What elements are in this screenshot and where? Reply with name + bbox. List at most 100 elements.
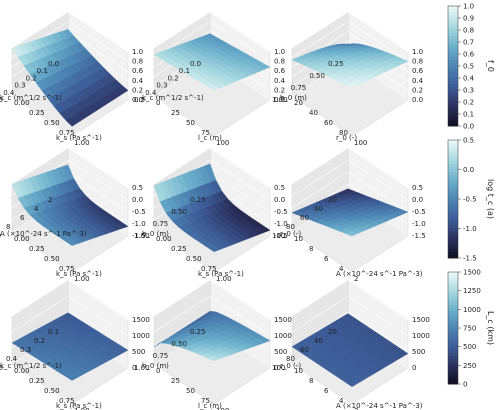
y-tick-label: 0.75 (153, 352, 169, 360)
x-tick-label: 0.00 (14, 99, 30, 107)
colorbar-segment (448, 90, 458, 94)
x-tick-label: 50 (186, 387, 195, 395)
z-tick-label: 0.6 (132, 67, 144, 75)
colorbar-tick-label: 0.3 (463, 87, 474, 95)
x-axis-label: l_c (m) (198, 402, 222, 410)
x-tick-label: 100 (216, 407, 229, 410)
colorbar-tick-label: 0.0 (463, 123, 474, 131)
grid-line (11, 279, 69, 317)
x-tick-label: 0.00 (156, 235, 172, 243)
colorbar-segment (448, 45, 458, 49)
z-tick-label: -1.0 (274, 220, 288, 228)
colorbar-segment (448, 181, 458, 185)
z-tick-label: 1500 (412, 316, 430, 324)
z-tick-label: 0.0 (274, 196, 285, 204)
colorbar-segment (448, 297, 458, 301)
y-tick-label: 0.0 (48, 60, 59, 68)
colorbar-segment (448, 372, 458, 377)
y-tick-label: 0.0 (190, 60, 201, 68)
colorbar-segment (448, 15, 458, 19)
colorbar-segment (448, 210, 458, 215)
y-tick-label: 80 (286, 355, 295, 363)
grid-line (11, 147, 69, 185)
grid-line (291, 21, 349, 58)
colorbar-segment (448, 187, 458, 191)
x-tick-label: 60 (324, 119, 333, 127)
colorbar-segment (448, 222, 458, 227)
colorbar-segment (448, 178, 458, 182)
colorbar-tick-label: 0.9 (463, 15, 474, 23)
colorbar-tick-label: 0.0 (463, 166, 474, 174)
z-tick-label: 0.0 (132, 196, 143, 204)
y-tick-label: 0.5 (134, 96, 145, 104)
colorbar-segment (448, 27, 458, 31)
y-tick-label: 0.2 (26, 74, 37, 82)
colorbar-segment (448, 364, 458, 368)
z-tick-label: 0.2 (412, 86, 423, 94)
colorbar-segment (448, 81, 458, 85)
y-tick-label: 100 (272, 364, 285, 372)
z-tick-label: 0.0 (274, 96, 285, 104)
y-tick-label: 0.4 (3, 89, 15, 97)
y-tick-label: 0.75 (153, 220, 169, 228)
colorbar-segment (448, 213, 458, 218)
colorbar-segment (448, 60, 458, 64)
colorbar-segment (448, 300, 458, 304)
colorbar-segment (448, 18, 458, 22)
x-axis-label: A (×10^-24 s^-1 Pa^-3) (336, 402, 423, 410)
grid-line (11, 295, 69, 333)
y-tick-label: 0.5 (0, 364, 3, 372)
surface-patch (65, 239, 79, 246)
z-tick-label: 0.5 (274, 184, 285, 192)
x-tick-label: 2 (354, 407, 358, 410)
grid-line (347, 147, 409, 189)
colorbar-label: log t_c (a) (486, 179, 495, 219)
colorbar-segment (448, 358, 458, 363)
colorbar-tick-label: 1250 (463, 287, 481, 295)
x-axis-label: l_c (m) (198, 134, 222, 142)
y-tick-label: 0.1 (48, 328, 59, 336)
colorbar-segment (448, 216, 458, 221)
colorbar-tick-label: 0.1 (463, 111, 474, 119)
grid-line (153, 295, 211, 333)
grid-line (347, 11, 409, 53)
x-tick-label: 0.75 (59, 129, 75, 137)
grid-line (67, 279, 129, 321)
z-tick-label: 1.0 (412, 48, 423, 56)
colorbar-segment (448, 305, 458, 309)
colorbar-segment (448, 154, 458, 159)
x-tick-label: 0.25 (29, 377, 45, 385)
colorbar-segment (448, 93, 458, 97)
x-axis-label: k_s (Pa s^-1) (198, 270, 244, 278)
colorbar-segment (448, 123, 458, 127)
z-tick-label: 500 (274, 348, 287, 356)
y-tick-label: 6 (20, 214, 25, 222)
y-tick-label: 0.1 (37, 67, 48, 75)
grid-line (67, 159, 129, 201)
colorbar-segment (448, 9, 458, 13)
colorbar-segment (448, 342, 458, 346)
colorbar-segment (448, 361, 458, 365)
colorbar-tick-label: 250 (463, 362, 476, 370)
colorbar: 0 250 500 750 1000 1250 1500 L_c (km) (447, 269, 495, 389)
colorbar-segment (448, 272, 458, 276)
colorbar-segment (448, 280, 458, 284)
y-axis-label: h_0 (m) (280, 94, 307, 102)
colorbar-segment (448, 252, 458, 256)
y-axis-label: k_c (m^1/2 s^-1) (0, 94, 62, 102)
x-axis-label: r_0 (-) (336, 134, 357, 142)
z-tick-label: -1.5 (132, 232, 146, 240)
colorbar-segment (448, 193, 458, 197)
grid-line (209, 171, 271, 213)
colorbar-segment (448, 237, 458, 241)
colorbar-segment (448, 57, 458, 61)
colorbar-segment (448, 367, 458, 371)
colorbar-segment (448, 66, 458, 70)
colorbar-segment (448, 302, 458, 307)
colorbar-segment (448, 228, 458, 232)
surface-patch (345, 81, 359, 89)
z-tick-label: 0.4 (412, 77, 424, 85)
colorbar-segment (448, 145, 458, 150)
surface-panel: 0.00.20.40.60.81.002550751000.00.10.20.3… (134, 11, 286, 147)
